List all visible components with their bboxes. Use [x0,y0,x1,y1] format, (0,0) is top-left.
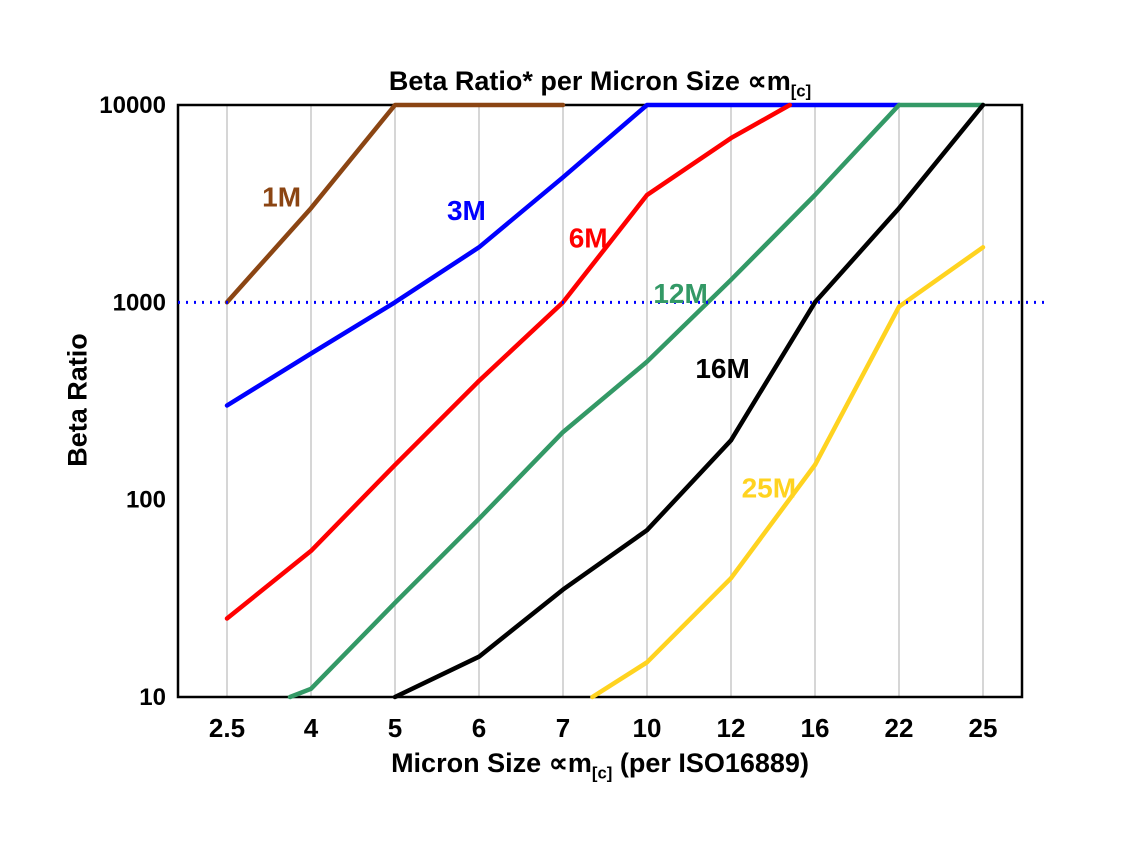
series-label-25M: 25M [742,472,796,503]
chart-title-text: Beta Ratio* per Micron Size ∝m [388,66,791,96]
series-label-3M: 3M [447,195,486,226]
x-tick-label-6: 6 [472,713,486,743]
series-line-6M [224,102,793,621]
series-line-25M [590,245,986,700]
x-axis-label: Micron Size ∝m[c] (per ISO16889) [178,748,1022,783]
x-tick-label-22: 22 [885,713,914,743]
series-label-1M: 1M [262,181,301,212]
x-tick-label-4: 4 [304,713,319,743]
chart-title-subscript: [c] [790,81,812,101]
x-tick-label-25: 25 [969,713,998,743]
plot-border [176,103,1024,699]
series-label-6M: 6M [569,223,608,254]
x-tick-label-5: 5 [388,713,402,743]
x-tick-label-10: 10 [633,713,662,743]
series-line-12M [287,102,986,700]
x-axis-label-subscript: [c] [591,763,613,783]
series-label-12M: 12M [653,278,707,309]
x-axis-label-post: (per ISO16889) [612,748,809,778]
y-tick-label-100: 100 [126,487,166,514]
x-tick-label-12: 12 [717,713,746,743]
y-tick-label-1000: 1000 [113,289,166,316]
x-axis-label-pre: Micron Size ∝m [391,748,592,778]
x-tick-label-7: 7 [556,713,570,743]
x-tick-label-2.5: 2.5 [209,713,245,743]
series-line-3M [224,102,902,408]
series-label-16M: 16M [695,353,749,384]
series-line-1M [224,102,566,305]
y-tick-label-10: 10 [139,684,166,711]
x-tick-label-16: 16 [801,713,830,743]
series-line-16M [392,102,986,700]
chart-title: Beta Ratio* per Micron Size ∝m[c] [178,66,1022,101]
y-tick-label-10000: 10000 [99,92,166,119]
